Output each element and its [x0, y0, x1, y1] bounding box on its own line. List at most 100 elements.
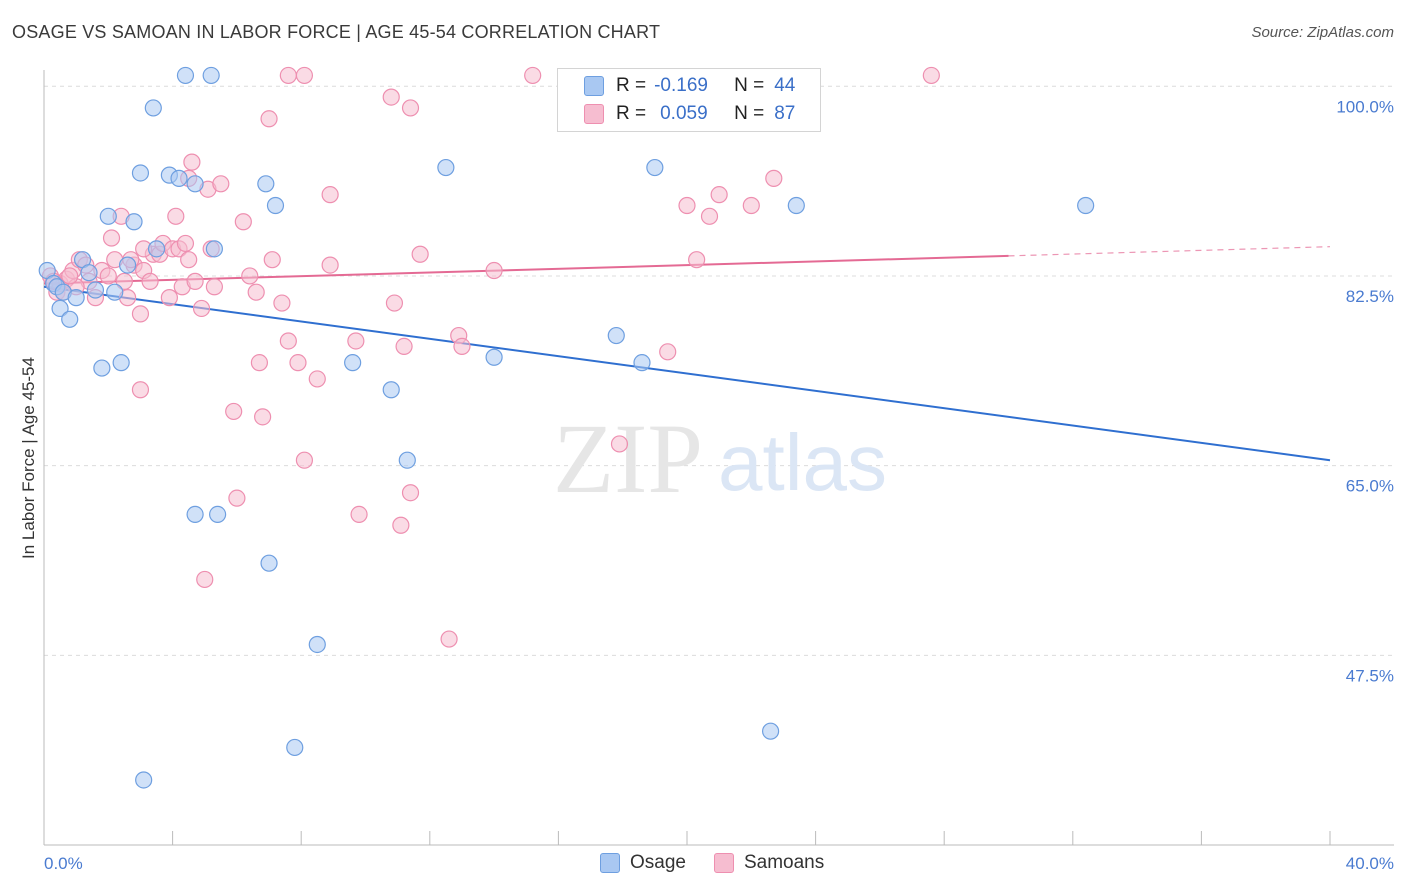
osage-point — [633, 354, 651, 372]
source-label: Source: ZipAtlas.com — [1251, 24, 1394, 41]
samoan-point — [688, 251, 706, 269]
osage-point — [286, 738, 304, 757]
samoan-point — [160, 289, 178, 307]
samoan-point — [710, 186, 728, 204]
samoan-point — [440, 630, 458, 648]
samoan-point — [102, 229, 121, 247]
samoan-point — [225, 402, 243, 421]
samoan-point — [385, 294, 404, 312]
osage-point — [118, 256, 137, 274]
samoan-point — [115, 272, 133, 290]
osage-point — [99, 207, 117, 225]
osage-point — [80, 264, 98, 282]
axes — [43, 70, 1394, 846]
samoan-point — [395, 337, 413, 355]
samoan-point — [742, 196, 760, 215]
osage-legend-swatch — [600, 853, 620, 873]
samoan-point — [61, 267, 79, 285]
osage-r-value: -0.169 — [654, 75, 708, 96]
samoan-r-label: R = — [616, 103, 647, 124]
osage-point — [131, 164, 150, 182]
samoan-point — [453, 337, 471, 355]
legend-row-osage: R = -0.169 N = 44 — [584, 75, 795, 97]
x-tick-label-max: 40.0% — [1346, 854, 1394, 873]
legend-row-samoan: R = 0.059 N = 87 — [584, 103, 795, 125]
watermark-atlas: atlas — [718, 418, 887, 507]
data-points — [38, 66, 1095, 789]
osage-point — [437, 158, 455, 177]
osage-point — [787, 196, 805, 215]
samoan-point — [382, 88, 400, 106]
samoan-r-value: 0.059 — [660, 103, 708, 124]
samoan-point — [700, 207, 719, 225]
samoan-legend-label: Samoans — [743, 852, 825, 873]
samoan-point — [186, 272, 204, 290]
samoan-point — [131, 381, 150, 399]
samoan-point — [279, 332, 297, 350]
samoan-point — [411, 245, 429, 263]
osage-point — [398, 451, 416, 469]
osage-n-value: 44 — [774, 75, 796, 96]
osage-point — [344, 354, 362, 372]
samoan-point — [99, 267, 117, 285]
osage-point — [382, 381, 400, 399]
osage-point — [67, 289, 85, 307]
samoan-point — [524, 66, 542, 85]
osage-point — [308, 635, 326, 654]
y-axis-label: In Labor Force | Age 45-54 — [19, 357, 38, 559]
osage-point — [135, 771, 153, 789]
osage-point — [607, 326, 625, 345]
y-tick-label: 65.0% — [1346, 477, 1394, 496]
osage-point — [646, 158, 664, 177]
osage-point — [205, 240, 223, 258]
y-tick-label: 100.0% — [1336, 97, 1394, 116]
samoan-point — [131, 305, 150, 323]
samoan-point — [279, 66, 297, 85]
x-tick-label-min: 0.0% — [44, 854, 83, 873]
samoan-point — [289, 354, 307, 372]
osage-point — [61, 310, 79, 328]
samoan-point — [273, 294, 291, 312]
osage-swatch — [584, 76, 604, 96]
correlation-legend: R = -0.169 N = 44 R = 0.059 N = 87 — [557, 68, 821, 132]
osage-r-label: R = — [616, 75, 647, 96]
osage-legend-label: Osage — [630, 852, 686, 873]
osage-point — [186, 175, 204, 193]
osage-point — [125, 213, 143, 231]
samoan-point — [183, 153, 201, 171]
osage-n-label: N = — [734, 75, 765, 96]
samoan-point — [250, 354, 269, 372]
y-tick-label: 82.5% — [1346, 287, 1394, 306]
osage-point — [144, 99, 162, 117]
osage-point — [761, 722, 780, 740]
osage-point — [170, 169, 188, 187]
axis-labels: 100.0% 82.5% 65.0% 47.5% 0.0% 40.0% — [44, 97, 1394, 873]
samoan-point — [234, 213, 252, 231]
samoan-point — [765, 169, 783, 187]
samoan-point — [347, 332, 365, 350]
samoan-point — [167, 207, 185, 225]
osage-trend-line — [43, 285, 1331, 462]
samoan-point — [295, 66, 314, 85]
samoan-point — [295, 451, 314, 469]
samoan-point — [196, 570, 214, 589]
chart-title: OSAGE VS SAMOAN IN LABOR FORCE | AGE 45-… — [12, 22, 661, 42]
samoan-point — [610, 435, 629, 453]
osage-point — [209, 505, 227, 524]
samoan-point — [247, 283, 265, 301]
samoan-legend-swatch — [713, 853, 734, 873]
legend-item-osage: Osage — [600, 852, 686, 874]
samoan-point — [241, 267, 259, 285]
samoan-point — [180, 251, 198, 269]
samoan-trend-extension — [1008, 246, 1331, 257]
osage-point — [176, 66, 195, 85]
samoan-n-label: N = — [734, 103, 765, 124]
samoan-point — [485, 261, 503, 280]
samoan-point — [254, 408, 272, 426]
osage-point — [257, 175, 275, 193]
samoan-n-value: 87 — [774, 103, 796, 124]
osage-point — [51, 299, 69, 318]
osage-point — [260, 554, 278, 572]
samoan-point — [176, 234, 195, 253]
trend-lines — [43, 246, 1331, 462]
